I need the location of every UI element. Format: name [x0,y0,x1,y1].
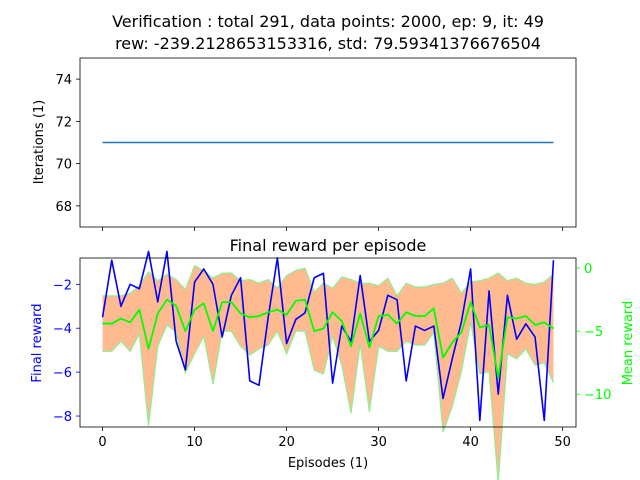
final-reward-ylabel: Final reward [30,303,45,382]
reward-chart: 0 10 20 30 40 50 −2 −4 −6 −8 0 −5 −10 [53,250,611,480]
mean-reward-line [102,298,554,379]
std-upper-edge [102,264,554,297]
figure-title-line-1: Verification : total 291, data points: 2… [112,12,544,31]
reward-xtick-label: 40 [462,435,479,450]
final-reward-ytick-label: −6 [53,366,72,381]
mean-reward-ytick-label: −10 [584,388,611,403]
mean-reward-ytick-label: 0 [584,262,592,277]
reward-xtick-label: 0 [98,435,106,450]
final-reward-ytick-label: −8 [53,410,72,425]
figure-title-line-2: rew: -239.2128653153316, std: 79.5934137… [115,34,541,53]
iterations-axes-frame [79,57,577,228]
std-band [102,265,554,480]
mean-reward-ytick-label: −5 [584,325,603,340]
iterations-ytick-label: 74 [55,73,72,88]
reward-xtick-label: 50 [554,435,571,450]
final-reward-ytick-label: −4 [53,322,72,337]
episodes-xlabel: Episodes (1) [288,456,368,471]
std-lower-edge [102,322,555,480]
iterations-chart: 68 70 72 74 [55,57,577,231]
reward-xtick-label: 30 [370,435,387,450]
final-reward-ytick-label: −2 [53,278,72,293]
reward-chart-title: Final reward per episode [230,236,427,255]
final-reward-line [101,250,555,422]
iterations-ytick-label: 72 [55,115,72,130]
iterations-ytick-label: 68 [55,200,72,215]
iterations-ylabel: Iterations (1) [32,100,47,184]
reward-xtick-label: 10 [186,435,203,450]
iterations-ytick-label: 70 [55,158,72,173]
reward-axes-frame [79,257,577,428]
reward-xtick-label: 20 [278,435,295,450]
mean-reward-ylabel: Mean reward [621,301,636,386]
